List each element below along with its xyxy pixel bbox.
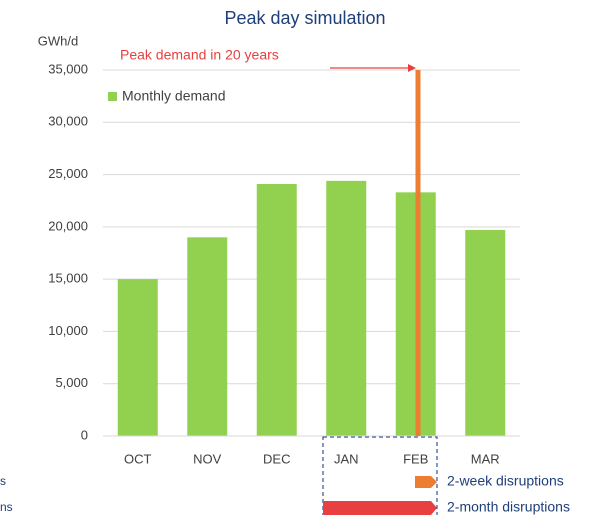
dashed-box bbox=[322, 436, 438, 515]
bar bbox=[117, 279, 158, 436]
y-tick-label: 10,000 bbox=[48, 323, 88, 338]
legend-swatch bbox=[108, 92, 117, 101]
y-tick-label: 15,000 bbox=[48, 271, 88, 286]
x-tick-label: DEC bbox=[263, 451, 290, 466]
peak-arrowhead bbox=[408, 64, 416, 72]
y-axis-label: GWh/d bbox=[38, 33, 78, 48]
x-tick-label: FEB bbox=[403, 451, 428, 466]
x-tick-label: MAR bbox=[471, 451, 500, 466]
y-tick-label: 25,000 bbox=[48, 166, 88, 181]
bar bbox=[256, 183, 297, 436]
annotation: ns bbox=[0, 500, 13, 514]
bar bbox=[465, 229, 506, 436]
x-tick-label: OCT bbox=[124, 451, 152, 466]
x-tick-label: NOV bbox=[193, 451, 222, 466]
legend-label: Monthly demand bbox=[122, 88, 226, 104]
y-tick-label: 5,000 bbox=[55, 375, 88, 390]
peak-label: Peak demand in 20 years bbox=[120, 47, 279, 63]
y-tick-label: 20,000 bbox=[48, 218, 88, 233]
short-arrow bbox=[415, 476, 437, 488]
chart-title: Peak day simulation bbox=[224, 8, 385, 28]
y-tick-label: 35,000 bbox=[48, 61, 88, 76]
long-arrow bbox=[323, 501, 437, 515]
annotation: 2-month disruptions bbox=[447, 499, 570, 515]
bar bbox=[326, 180, 367, 436]
x-tick-label: JAN bbox=[334, 451, 359, 466]
annotation: s bbox=[0, 474, 6, 488]
y-tick-label: 0 bbox=[81, 427, 88, 442]
annotation: 2-week disruptions bbox=[447, 473, 564, 489]
bar bbox=[187, 237, 228, 436]
y-tick-label: 30,000 bbox=[48, 114, 88, 129]
